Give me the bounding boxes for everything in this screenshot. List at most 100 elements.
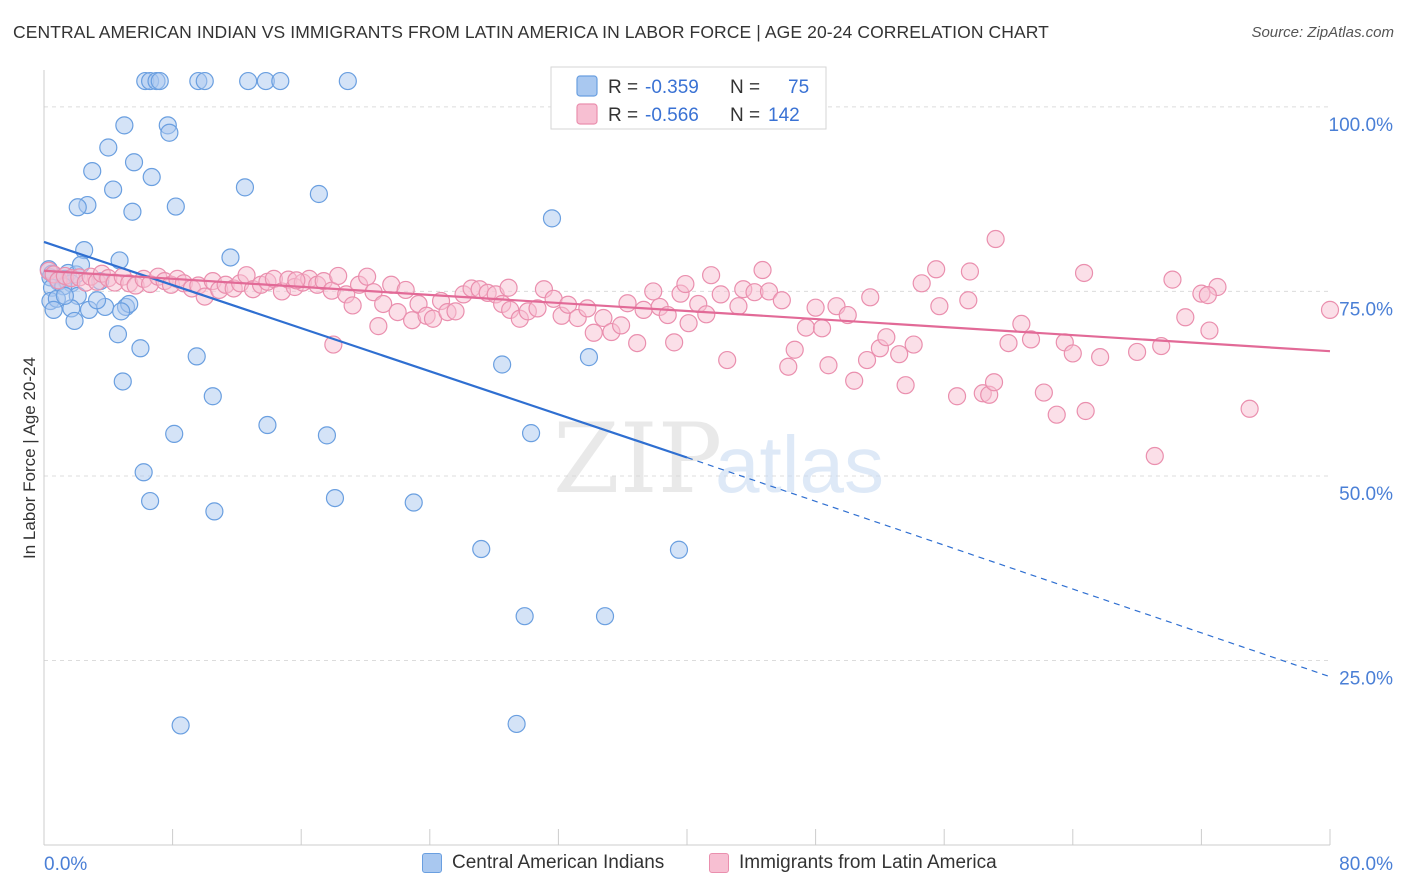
data-point[interactable] (309, 184, 328, 204)
data-point[interactable] (150, 71, 169, 91)
data-point[interactable] (999, 333, 1018, 353)
data-point[interactable] (796, 318, 816, 337)
data-point[interactable] (160, 123, 179, 142)
data-point[interactable] (1021, 330, 1041, 349)
data-point[interactable] (1074, 263, 1094, 283)
data-point[interactable] (1145, 446, 1164, 466)
data-point[interactable] (986, 229, 1005, 249)
data-point[interactable] (104, 180, 123, 199)
data-point[interactable] (912, 274, 931, 293)
data-point[interactable] (507, 714, 526, 734)
data-point[interactable] (521, 424, 541, 443)
data-point[interactable] (131, 339, 150, 358)
data-point[interactable] (904, 335, 923, 354)
data-point[interactable] (1240, 399, 1259, 418)
data-point[interactable] (1063, 344, 1082, 363)
data-point[interactable] (1200, 321, 1219, 340)
data-point[interactable] (819, 356, 838, 375)
data-point[interactable] (338, 71, 357, 91)
data-point[interactable] (325, 488, 345, 508)
data-point[interactable] (845, 371, 864, 390)
data-point[interactable] (1163, 270, 1182, 289)
data-point[interactable] (55, 286, 74, 305)
data-point[interactable] (697, 305, 716, 324)
data-point[interactable] (205, 502, 224, 521)
data-point[interactable] (890, 345, 909, 364)
data-point[interactable] (984, 373, 1004, 392)
data-point[interactable] (1176, 308, 1195, 327)
data-point[interactable] (594, 308, 613, 328)
data-point[interactable] (317, 426, 337, 445)
data-point[interactable] (1091, 348, 1110, 367)
data-point[interactable] (171, 716, 190, 735)
data-point[interactable] (896, 376, 915, 395)
data-point[interactable] (187, 347, 206, 366)
data-point[interactable] (1012, 314, 1031, 334)
data-point[interactable] (404, 493, 423, 512)
data-point[interactable] (947, 387, 967, 406)
data-point[interactable] (785, 340, 804, 359)
data-point[interactable] (446, 302, 465, 321)
data-point[interactable] (112, 302, 131, 321)
data-point[interactable] (753, 260, 772, 280)
data-point[interactable] (166, 197, 185, 216)
data-point[interactable] (542, 209, 562, 228)
data-point[interactable] (679, 314, 698, 333)
data-point[interactable] (140, 491, 160, 511)
data-point[interactable] (388, 302, 407, 322)
data-point[interactable] (124, 153, 144, 172)
data-point[interactable] (472, 539, 491, 559)
data-point[interactable] (142, 167, 161, 187)
data-point[interactable] (1076, 401, 1095, 421)
data-point[interactable] (113, 372, 132, 391)
data-point[interactable] (711, 285, 730, 304)
data-point[interactable] (343, 296, 362, 315)
data-point[interactable] (108, 325, 128, 344)
data-point[interactable] (83, 162, 102, 181)
data-point[interactable] (258, 415, 277, 435)
data-point[interactable] (1127, 342, 1147, 362)
data-point[interactable] (203, 387, 222, 406)
data-point[interactable] (499, 278, 518, 297)
data-point[interactable] (87, 291, 107, 310)
data-point[interactable] (927, 260, 946, 279)
data-point[interactable] (930, 297, 949, 316)
data-point[interactable] (235, 178, 255, 197)
data-point[interactable] (584, 323, 603, 342)
data-point[interactable] (578, 299, 597, 318)
data-point[interactable] (729, 297, 748, 316)
data-point[interactable] (644, 282, 663, 301)
data-point[interactable] (857, 350, 877, 370)
data-point[interactable] (374, 294, 393, 314)
data-point[interactable] (239, 71, 258, 91)
data-point[interactable] (959, 291, 978, 310)
data-point[interactable] (44, 300, 63, 319)
data-point[interactable] (579, 348, 599, 367)
data-point[interactable] (493, 355, 512, 374)
data-point[interactable] (718, 350, 737, 370)
data-point[interactable] (702, 266, 721, 285)
data-point[interactable] (165, 424, 184, 443)
data-point[interactable] (1047, 405, 1066, 424)
data-point[interactable] (271, 71, 290, 91)
legend-item-central-american-indians[interactable]: Central American Indians (422, 852, 664, 874)
data-point[interactable] (329, 266, 348, 286)
data-point[interactable] (960, 262, 980, 281)
data-point[interactable] (812, 319, 832, 338)
data-point[interactable] (134, 463, 153, 482)
data-point[interactable] (1198, 286, 1217, 305)
data-point[interactable] (779, 357, 798, 376)
data-point[interactable] (772, 291, 791, 310)
data-point[interactable] (221, 248, 240, 267)
data-point[interactable] (628, 333, 647, 353)
data-point[interactable] (759, 282, 779, 301)
data-point[interactable] (396, 280, 415, 300)
data-point[interactable] (115, 116, 134, 135)
data-point[interactable] (877, 328, 896, 347)
data-point[interactable] (665, 333, 684, 352)
data-point[interactable] (358, 267, 377, 286)
data-point[interactable] (806, 298, 825, 317)
data-point[interactable] (287, 271, 306, 290)
data-point[interactable] (68, 198, 87, 217)
data-point[interactable] (595, 607, 615, 626)
